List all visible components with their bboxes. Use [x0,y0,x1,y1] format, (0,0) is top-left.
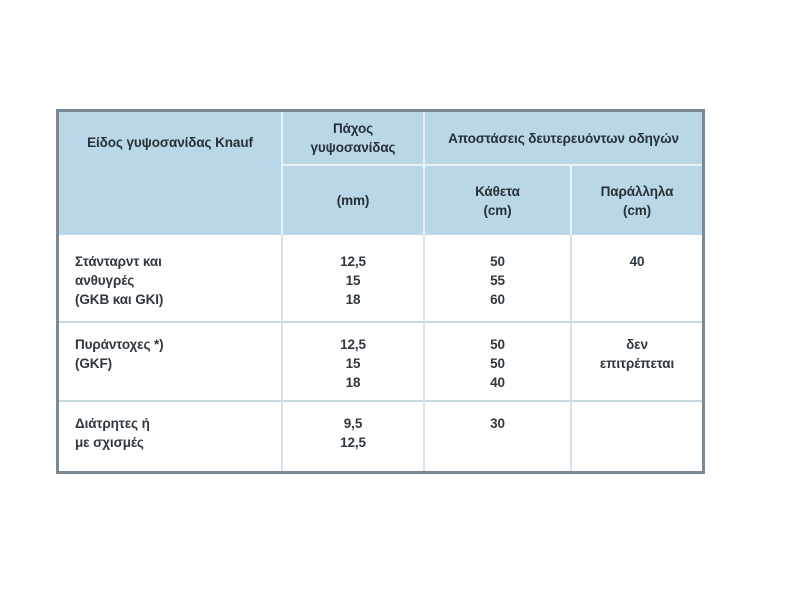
plasterboard-spacing-table: Είδος γυψοσανίδας Knauf Πάχος γυψοσανίδα… [56,109,705,474]
row-fireproof-vertical-values: 50 50 40 [490,337,505,390]
row-standard-thickness-cell: 12,5 15 18 [283,235,425,323]
header-cell-parallel: Παράλληλα (cm) [572,166,702,235]
header-label-parallel: Παράλληλα (cm) [600,183,674,218]
header-label-secondary-channel-distances: Αποστάσεις δευτερευόντων οδηγών [448,130,679,146]
row-fireproof-type-text: Πυράντοχες *) (GKF) [75,337,164,371]
row-perforated-type-cell: Διάτρητες ή με σχισμές [59,402,283,471]
row-perforated-thickness-cell: 9,5 12,5 [283,402,425,471]
row-fireproof-type-cell: Πυράντοχες *) (GKF) [59,323,283,402]
row-standard-vertical-values: 50 55 60 [490,254,505,307]
row-perforated-thickness-values: 9,5 12,5 [340,416,366,450]
header-label-thickness-unit: (mm) [336,193,370,208]
row-fireproof-parallel-cell: δεν επιτρέπεται [572,323,702,402]
header-cell-board-type: Είδος γυψοσανίδας Knauf [59,112,283,235]
row-standard-parallel-cell: 40 [572,235,702,323]
header-label-thickness: Πάχος γυψοσανίδας [310,121,396,155]
header-cell-thickness: Πάχος γυψοσανίδας [283,112,425,166]
header-label-vertical: Κάθετα (cm) [475,183,520,218]
row-fireproof-thickness-values: 12,5 15 18 [340,337,366,390]
header-cell-vertical: Κάθετα (cm) [425,166,572,235]
row-fireproof-vertical-cell: 50 50 40 [425,323,572,402]
row-standard-parallel-values: 40 [629,254,645,269]
row-standard-vertical-cell: 50 55 60 [425,235,572,323]
row-standard-thickness-values: 12,5 15 18 [340,254,366,307]
row-perforated-parallel-cell [572,402,702,471]
row-fireproof-thickness-cell: 12,5 15 18 [283,323,425,402]
row-standard-type-cell: Στάνταρντ και ανθυγρές (GKB και GKI) [59,235,283,323]
header-cell-secondary-channel-distances: Αποστάσεις δευτερευόντων οδηγών [425,112,702,166]
row-standard-type-text: Στάνταρντ και ανθυγρές (GKB και GKI) [75,254,164,307]
row-perforated-vertical-cell: 30 [425,402,572,471]
row-perforated-type-text: Διάτρητες ή με σχισμές [75,416,150,450]
header-cell-thickness-unit: (mm) [283,166,425,235]
row-fireproof-parallel-values: δεν επιτρέπεται [599,337,675,371]
header-label-board-type: Είδος γυψοσανίδας Knauf [87,135,253,150]
row-perforated-vertical-values: 30 [490,416,505,431]
